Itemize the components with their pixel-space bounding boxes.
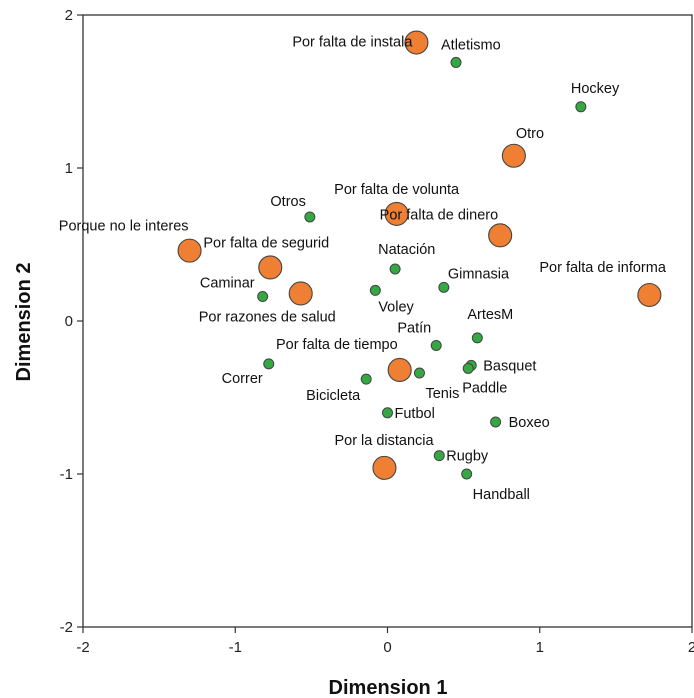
x-tick-label: -2 xyxy=(76,639,89,656)
axes: -2 -1 0 1 2 2 1 0 -1 -2 xyxy=(60,7,694,656)
point-label: Paddle xyxy=(462,380,507,396)
point-label: Caminar xyxy=(200,276,255,292)
reason-point xyxy=(387,357,412,383)
y-tick-label: 2 xyxy=(65,7,73,24)
sport-point xyxy=(257,291,269,303)
point-label: Por falta de tiempo xyxy=(276,337,398,353)
x-axis-title: Dimension 1 xyxy=(329,677,448,698)
point-label: Por falta de segurid xyxy=(203,235,329,251)
point-label: Bicicleta xyxy=(306,388,361,404)
reason-point xyxy=(404,30,429,55)
point-label: Por la distancia xyxy=(334,433,434,449)
point-label: Por falta de dinero xyxy=(380,207,499,223)
point-label: Patín xyxy=(397,320,431,336)
sport-point xyxy=(304,211,316,223)
sport-point xyxy=(389,263,401,275)
sport-point xyxy=(575,101,587,113)
point-label: Por razones de salud xyxy=(199,309,336,325)
point-label: Futbol xyxy=(395,406,435,422)
sport-point xyxy=(382,407,393,419)
sport-point xyxy=(413,367,425,379)
point-labels: Por falta de instala Otro Por falta de vol… xyxy=(59,35,667,503)
sport-point xyxy=(450,56,462,68)
reason-point xyxy=(637,282,662,308)
point-label: Por falta de instala xyxy=(292,35,413,51)
point-label: Porque no le interes xyxy=(59,219,189,235)
x-tick-label: 0 xyxy=(383,639,391,656)
reason-point xyxy=(384,201,409,226)
sport-point xyxy=(438,281,450,293)
point-label: Correr xyxy=(222,371,263,387)
reason-point xyxy=(177,238,202,263)
y-tick-label: 0 xyxy=(65,313,73,330)
sport-point xyxy=(360,373,372,385)
sport-point xyxy=(433,450,445,462)
point-label: Tenis xyxy=(425,386,459,402)
reason-point xyxy=(501,143,526,168)
sport-point xyxy=(471,332,483,344)
sport-point xyxy=(430,339,442,351)
y-tick-label: -2 xyxy=(60,619,73,636)
point-label: Gimnasia xyxy=(448,266,510,282)
sport-point xyxy=(462,362,474,374)
sport-point xyxy=(461,468,473,480)
reason-point xyxy=(488,223,513,248)
point-label: ArtesM xyxy=(467,307,513,323)
point-label: Otros xyxy=(270,194,305,210)
point-label: Basquet xyxy=(483,358,536,374)
point-label: Handball xyxy=(473,487,530,503)
reason-point xyxy=(372,455,397,480)
point-label: Atletismo xyxy=(441,37,501,53)
sport-point xyxy=(263,358,275,370)
point-label: Rugby xyxy=(446,449,489,465)
y-tick-label: 1 xyxy=(65,160,73,177)
x-tick-label: -1 xyxy=(229,639,242,656)
point-label: Natación xyxy=(378,242,435,258)
sport-point xyxy=(369,284,381,296)
reason-point xyxy=(258,255,283,280)
y-axis-title: Dimension 2 xyxy=(13,263,35,382)
point-label: Por falta de volunta xyxy=(334,182,460,198)
y-tick-label: -1 xyxy=(60,466,73,483)
data-points xyxy=(177,30,662,480)
x-tick-label: 2 xyxy=(688,639,694,656)
x-tick-label: 1 xyxy=(536,639,544,656)
point-label: Voley xyxy=(378,299,414,315)
point-label: Hockey xyxy=(571,81,620,97)
reason-point xyxy=(288,281,313,306)
sport-point xyxy=(490,416,502,428)
point-label: Por falta de informa xyxy=(539,260,666,276)
point-label: Otro xyxy=(516,126,544,142)
point-label: Boxeo xyxy=(509,415,550,431)
